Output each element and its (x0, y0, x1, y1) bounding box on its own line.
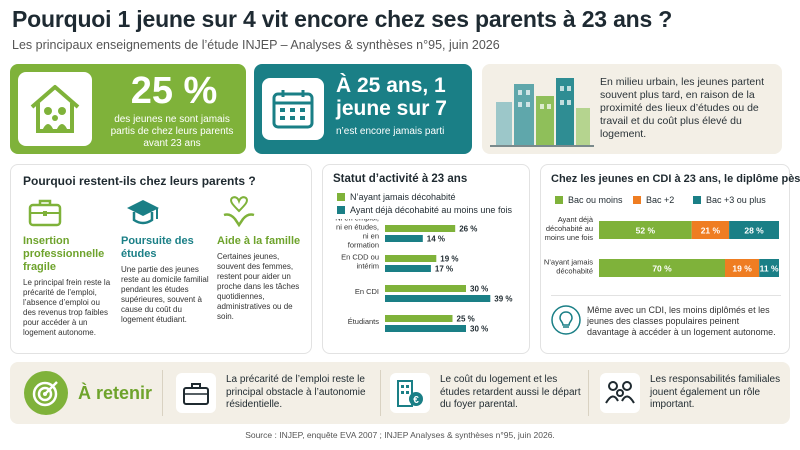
chart-title: Statut d’activité à 23 ans (333, 173, 468, 185)
tick-label: ni en (363, 232, 379, 241)
bar-segment (599, 259, 725, 277)
data-label: 30 % (470, 325, 488, 334)
calendar-icon (262, 78, 324, 140)
page-subtitle: Les principaux enseignements de l’étude … (12, 38, 500, 52)
reason-item: Poursuite des études Une partie des jeun… (121, 195, 213, 325)
stat-card-25-percent: 25 % des jeunes ne sont jamais partis de… (10, 64, 246, 154)
stat-value: 25 % (130, 70, 218, 112)
tick-label: décohabité (556, 267, 593, 276)
hands-heart-icon (221, 195, 257, 229)
bar (385, 325, 466, 332)
reason-text: Certaines jeunes, souvent des femmes, re… (217, 252, 300, 321)
target-icon (24, 371, 68, 415)
activity-chart-panel: Statut d’activité à 23 ans N’ayant jamai… (322, 164, 530, 354)
reason-item: Insertion professionnelle fragile Le pri… (23, 195, 115, 338)
bar-segment (725, 259, 760, 277)
bar-segment (759, 259, 779, 277)
legend-item: N’ayant jamais décohabité (337, 192, 456, 202)
tick-label: intérim (356, 262, 379, 271)
bar (385, 315, 453, 322)
data-label: 39 % (494, 295, 512, 304)
bar (385, 265, 431, 272)
reason-title: Poursuite des études (121, 235, 194, 260)
takeaway-text: Les responsabilités familiales jouent ég… (650, 374, 781, 411)
bar-segment (729, 221, 779, 239)
stat-description: des jeunes ne sont jamais partis de chez… (110, 114, 234, 149)
urban-info-card: En milieu urbain, les jeunes partent sou… (482, 64, 782, 154)
bar-segment (691, 221, 730, 239)
reason-text: Une partie des jeunes reste au domicile … (121, 265, 209, 324)
data-label: 21 % (701, 226, 721, 236)
data-label: 17 % (435, 265, 453, 274)
data-label: 11 % (760, 264, 779, 274)
tick-label: formation (348, 241, 379, 250)
source-note: Source : INJEP, enquête EVA 2007 ; INJEP… (245, 430, 555, 440)
reasons-title: Pourquoi restent-ils chez leurs parents … (23, 174, 256, 188)
data-label: 19 % (732, 264, 752, 274)
graduation-cap-icon (125, 195, 161, 229)
takeaway-item: Les responsabilités familiales jouent ég… (600, 368, 786, 418)
data-label: 28 % (744, 226, 764, 236)
data-label: 52 % (636, 226, 656, 236)
legend-item: Bac ou moins (555, 195, 623, 205)
briefcase-icon (27, 195, 63, 229)
legend-item: Ayant déjà décohabité au moins une fois (337, 205, 512, 215)
data-label: 26 % (459, 225, 477, 234)
urban-info-text: En milieu urbain, les jeunes partent sou… (600, 76, 765, 140)
legend-item: Bac +3 ou plus (693, 195, 766, 205)
house-family-icon (18, 72, 92, 146)
stat-description: n’est encore jamais parti (336, 126, 445, 137)
tick-label: Ni en emploi, (335, 219, 379, 223)
tick-label: Ayant déjà (558, 215, 594, 224)
key-takeaways-bar: À retenir La précarité de l’emploi reste… (10, 362, 790, 424)
bar-segment (599, 221, 692, 239)
reason-title: Insertion professionnelle fragile (23, 235, 105, 273)
bar (385, 255, 437, 262)
tick-label: ni en études, (336, 223, 379, 232)
city-buildings-icon (490, 72, 594, 153)
tick-label: décohabité au (546, 224, 593, 233)
legend-item: Bac +2 (633, 195, 674, 205)
data-label: 19 % (440, 255, 458, 264)
takeaway-item: La précarité de l’emploi reste le princi… (176, 368, 372, 418)
activity-bar-chart: Ni en emploi,ni en études,ni enformation… (335, 219, 512, 334)
takeaways-header: À retenir (24, 368, 152, 418)
stat-card-25-years: À 25 ans, 1 jeune sur 7 n’est encore jam… (254, 64, 472, 154)
tick-label: En CDI (355, 287, 379, 296)
building-euro-icon: € (390, 373, 430, 413)
page-title: Pourquoi 1 jeune sur 4 vit encore chez s… (12, 6, 673, 32)
stat-value: À 25 ans, 1 jeune sur 7 (336, 74, 447, 120)
family-icon (600, 373, 640, 413)
takeaway-text: La précarité de l’emploi reste le princi… (226, 374, 366, 411)
data-label: 30 % (470, 285, 488, 294)
reason-title: Aide à la famille (217, 235, 301, 247)
diploma-note: Même avec un CDI, les moins diplômés et … (587, 305, 776, 337)
data-label: 70 % (652, 264, 672, 274)
reason-item: Aide à la famille Certaines jeunes, souv… (217, 195, 309, 322)
tick-label: Étudiants (348, 317, 380, 326)
data-label: 25 % (457, 315, 475, 324)
bar (385, 235, 423, 242)
bar (385, 225, 456, 232)
lightbulb-icon (551, 305, 581, 340)
svg-text:€: € (413, 395, 419, 406)
takeaway-text: Le coût du logement et les études retard… (440, 374, 581, 411)
takeaways-label: À retenir (78, 382, 153, 403)
reasons-panel: Pourquoi restent-ils chez leurs parents … (10, 164, 312, 354)
tick-label: En CDD ou (341, 253, 379, 262)
tick-label: N’ayant jamais (544, 258, 593, 267)
briefcase-icon (176, 373, 216, 413)
takeaway-item: € Le coût du logement et les études reta… (390, 368, 584, 418)
diploma-chart-panel: Chez les jeunes en CDI à 23 ans, le dipl… (540, 164, 800, 354)
reason-text: Le principal frein reste la précarité de… (23, 278, 111, 337)
chart-title: Chez les jeunes en CDI à 23 ans, le dipl… (551, 173, 800, 185)
bar (385, 295, 491, 302)
data-label: 14 % (427, 235, 445, 244)
bar (385, 285, 466, 292)
tick-label: moins une fois (545, 233, 594, 242)
